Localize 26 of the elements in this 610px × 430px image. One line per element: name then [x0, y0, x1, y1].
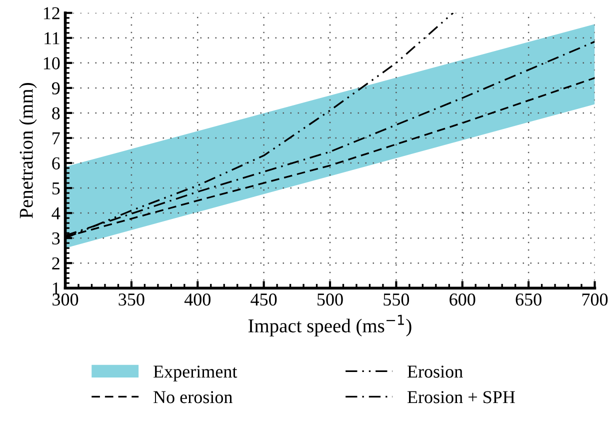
y-tick-label: 7 [52, 132, 60, 144]
legend-label: Erosion + SPH [407, 391, 515, 404]
y-tick-label: 12 [44, 7, 60, 20]
x-tick-label: 300 [52, 293, 78, 306]
legend-label: Erosion [407, 366, 463, 378]
y-tick-label: 10 [44, 57, 60, 70]
y-axis-title: Penetration (mm) [19, 83, 37, 218]
x-tick-label: 650 [516, 293, 542, 306]
y-tick-label: 4 [52, 207, 60, 220]
y-tick-label: 3 [52, 232, 60, 245]
legend-label: No erosion [154, 391, 232, 404]
legend-label: Experiment [154, 366, 238, 382]
y-tick-label: 11 [44, 32, 60, 44]
y-tick-label: 8 [52, 107, 60, 120]
y-tick-label: 5 [52, 182, 60, 194]
x-tick-label: 350 [118, 293, 144, 306]
x-tick-label: 700 [582, 293, 608, 306]
x-tick-label: 500 [318, 293, 343, 306]
x-tick-label: 550 [384, 293, 410, 306]
x-axis-title: Impact speed (ms$^{−1}$) [248, 314, 412, 336]
x-tick-label: 600 [450, 293, 476, 306]
y-tick-label: 2 [52, 257, 60, 270]
x-tick-label: 450 [250, 293, 277, 306]
x-tick-label: 400 [184, 293, 210, 306]
y-tick-label: 6 [52, 157, 60, 170]
y-tick-label: 9 [52, 82, 60, 94]
